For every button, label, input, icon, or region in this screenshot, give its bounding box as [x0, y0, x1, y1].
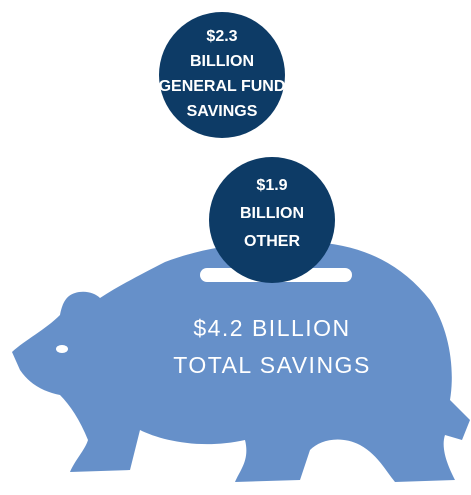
general-fund-coin: $2.3 BILLION GENERAL FUND SAVINGS — [159, 12, 286, 138]
coin-unit: BILLION — [190, 53, 254, 70]
coin-unit: BILLION — [240, 205, 304, 222]
coin-circle — [209, 157, 335, 283]
total-label: TOTAL SAVINGS — [173, 352, 371, 378]
coin-label: OTHER — [244, 233, 300, 250]
bear-eye — [56, 345, 68, 353]
other-coin: $1.9 BILLION OTHER — [209, 157, 335, 283]
coin-label: GENERAL FUND — [159, 78, 286, 95]
coin-label: SAVINGS — [187, 103, 258, 120]
bear-shape — [12, 241, 470, 482]
coin-amount: $1.9 — [256, 177, 287, 194]
coin-amount: $2.3 — [206, 28, 237, 45]
total-amount: $4.2 BILLION — [193, 315, 350, 341]
coin-circle — [159, 12, 285, 138]
